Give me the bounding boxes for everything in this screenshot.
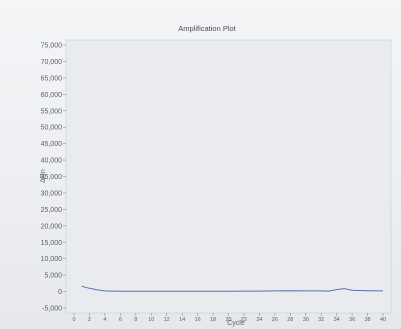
y-tick-label: 40,000 (41, 158, 63, 165)
y-tick-label: 75,000 (41, 43, 63, 50)
x-tick-label: 38 (364, 317, 370, 323)
y-tick-label: -5,000 (42, 306, 62, 313)
x-tick-label: 40 (380, 317, 386, 323)
y-tick-label: 60,000 (41, 92, 63, 99)
x-tick-label: 26 (272, 317, 278, 323)
x-tick-label: 0 (72, 317, 75, 323)
y-tick-label: 50,000 (41, 125, 63, 132)
y-axis: -5,000 0 5,000 10,000 15,000 20,000 25,000 30,0… (41, 43, 66, 313)
y-tick-label: 10,000 (41, 256, 63, 263)
x-tick-label: 6 (119, 317, 122, 323)
series-group (81, 285, 384, 292)
y-tick-label: 25,000 (41, 207, 63, 214)
x-tick-label: 8 (134, 317, 137, 323)
y-tick-label: 15,000 (41, 240, 63, 247)
y-tick-label: 20,000 (41, 223, 63, 230)
x-tick-label: 16 (195, 317, 201, 323)
y-tick-label: 65,000 (41, 75, 63, 82)
y-tick-label: 5,000 (44, 273, 62, 280)
x-tick-label: 20 (225, 317, 231, 323)
x-tick-label: 22 (241, 317, 247, 323)
x-tick-label: 18 (210, 317, 216, 323)
series-line (81, 285, 384, 292)
y-axis-title: ΔRn (40, 169, 47, 183)
x-axis-title: Cycle (227, 320, 245, 327)
x-axis: 0 2 4 6 8 10 12 14 16 18 20 22 24 26 28 30 32 34 36 38 40 (72, 313, 386, 323)
x-tick-label: 30 (303, 317, 309, 323)
chart-title: Amplification Plot (178, 24, 236, 33)
x-tick-label: 36 (349, 317, 355, 323)
x-tick-label: 14 (179, 317, 185, 323)
x-tick-label: 24 (256, 317, 262, 323)
x-tick-label: 2 (88, 317, 91, 323)
y-tick-label: 30,000 (41, 190, 63, 197)
x-tick-label: 12 (164, 317, 170, 323)
y-tick-label: 45,000 (41, 141, 63, 148)
x-tick-label: 10 (148, 317, 154, 323)
x-tick-label: 32 (318, 317, 324, 323)
y-tick-label: 70,000 (41, 59, 63, 66)
y-tick-label: 0 (58, 289, 62, 296)
x-tick-label: 4 (103, 317, 106, 323)
plot-area (65, 39, 392, 314)
y-tick-label: 35,000 (41, 174, 63, 181)
x-tick-label: 28 (287, 317, 293, 323)
x-tick-label: 34 (334, 317, 340, 323)
y-tick-label: 55,000 (41, 108, 63, 115)
